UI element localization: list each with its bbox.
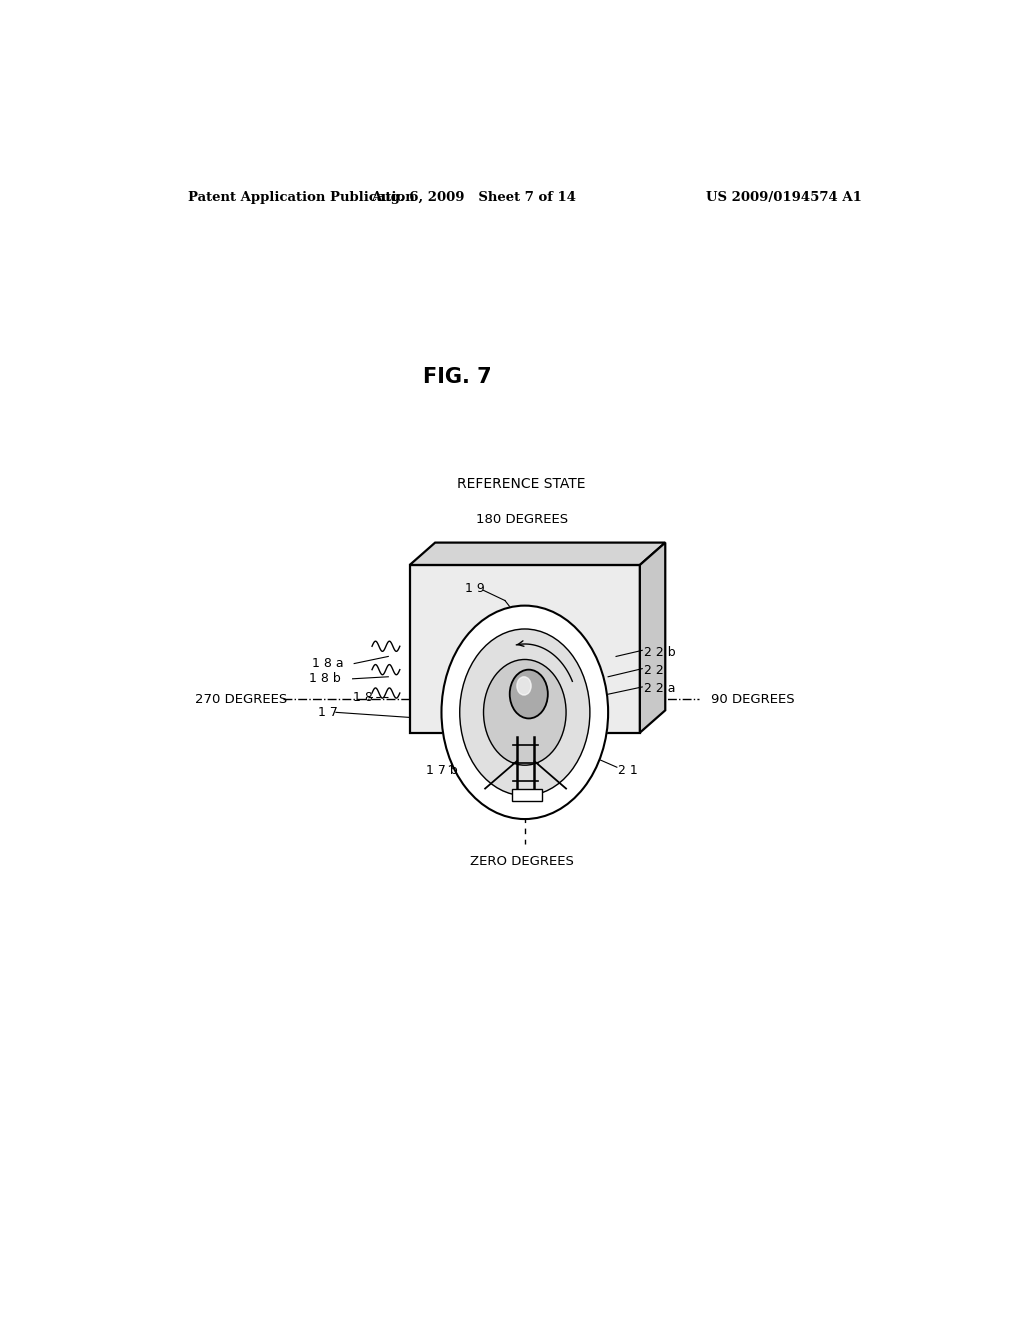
Text: 1 9: 1 9 bbox=[465, 582, 485, 595]
Text: 1 7: 1 7 bbox=[318, 706, 338, 719]
Text: 180 DEGREES: 180 DEGREES bbox=[476, 512, 568, 525]
Bar bbox=[410, 565, 640, 733]
Text: 2 2 a: 2 2 a bbox=[644, 682, 676, 696]
Polygon shape bbox=[640, 543, 666, 733]
Text: FIG. 7: FIG. 7 bbox=[423, 367, 492, 387]
Polygon shape bbox=[410, 543, 666, 565]
Text: 2 1: 2 1 bbox=[618, 764, 638, 776]
Text: Aug. 6, 2009   Sheet 7 of 14: Aug. 6, 2009 Sheet 7 of 14 bbox=[371, 190, 575, 203]
Circle shape bbox=[517, 677, 531, 696]
Text: 1 8 a: 1 8 a bbox=[312, 657, 344, 671]
Text: 270 DEGREES: 270 DEGREES bbox=[196, 693, 288, 706]
Text: REFERENCE STATE: REFERENCE STATE bbox=[457, 477, 585, 491]
Circle shape bbox=[460, 630, 590, 796]
Circle shape bbox=[510, 669, 548, 718]
Text: ZERO DEGREES: ZERO DEGREES bbox=[470, 855, 574, 869]
Text: 1 8: 1 8 bbox=[352, 690, 373, 704]
Text: 2 2 b: 2 2 b bbox=[644, 645, 676, 659]
Text: US 2009/0194574 A1: US 2009/0194574 A1 bbox=[707, 190, 862, 203]
Circle shape bbox=[483, 660, 566, 766]
Text: A: A bbox=[549, 680, 557, 693]
Text: 2 2: 2 2 bbox=[644, 664, 664, 677]
Text: Patent Application Publication: Patent Application Publication bbox=[187, 190, 415, 203]
Text: 1 7 b: 1 7 b bbox=[426, 764, 458, 776]
Text: 90 DEGREES: 90 DEGREES bbox=[712, 693, 795, 706]
Bar bbox=[512, 788, 543, 801]
Text: 1 8 b: 1 8 b bbox=[309, 672, 341, 685]
Circle shape bbox=[441, 606, 608, 818]
